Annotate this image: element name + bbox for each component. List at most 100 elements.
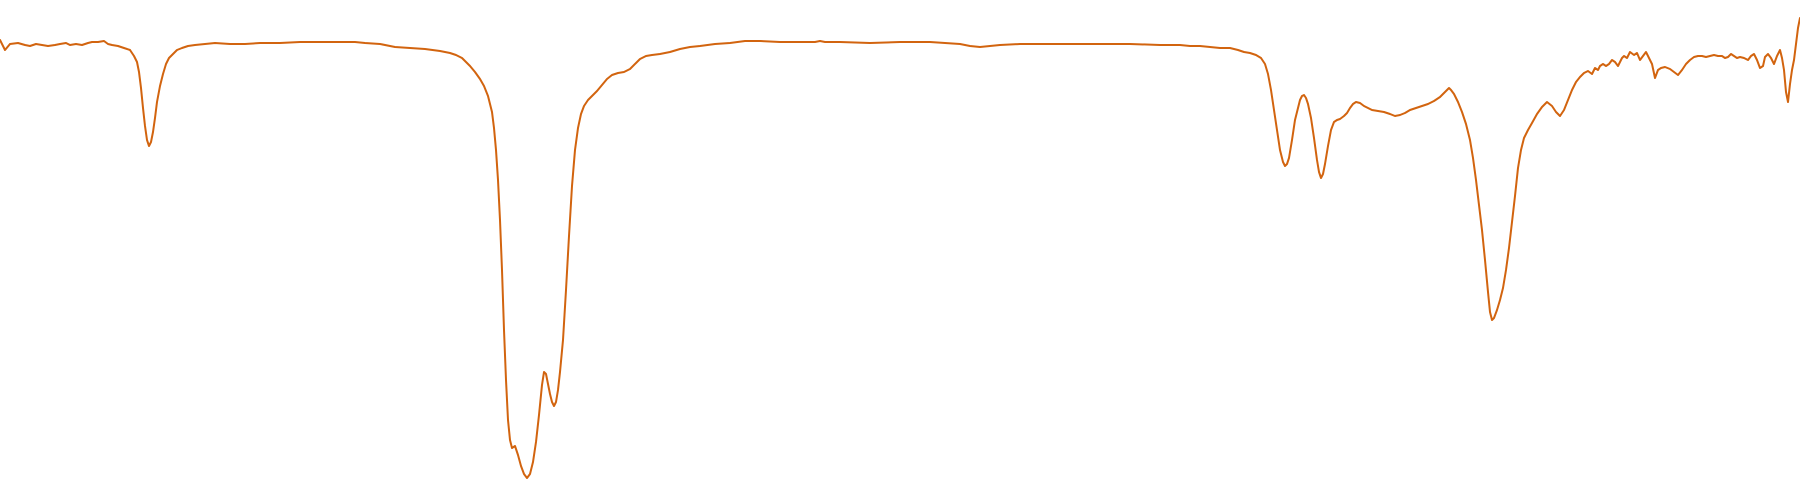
series-layer — [0, 17, 1800, 479]
data-point — [900, 42, 901, 43]
data-point — [1405, 113, 1406, 114]
data-point — [1298, 108, 1299, 109]
data-point — [1325, 164, 1326, 165]
data-point — [365, 43, 366, 44]
data-point — [618, 73, 619, 74]
data-point — [1725, 58, 1726, 59]
data-point — [700, 46, 701, 47]
data-point — [800, 42, 801, 43]
data-point — [496, 150, 497, 151]
data-point — [1277, 130, 1278, 131]
data-point — [980, 47, 981, 48]
data-point — [1714, 55, 1715, 56]
data-point — [1572, 90, 1573, 91]
data-point — [527, 478, 528, 479]
data-point — [92, 42, 93, 43]
data-point — [536, 442, 537, 443]
data-point — [1458, 102, 1459, 103]
data-point — [1760, 68, 1761, 69]
data-point — [1734, 56, 1735, 57]
data-point — [10, 44, 11, 45]
data-point — [1306, 98, 1307, 99]
data-point — [1552, 106, 1553, 107]
data-point — [1682, 70, 1683, 71]
data-point — [1410, 110, 1411, 111]
data-point — [470, 66, 471, 67]
data-point — [462, 58, 463, 59]
data-point — [1584, 73, 1585, 74]
data-point — [1287, 164, 1288, 165]
data-point — [1280, 150, 1281, 151]
data-point — [1702, 56, 1703, 57]
data-point — [1542, 107, 1543, 108]
data-point — [1788, 102, 1789, 103]
data-point — [542, 385, 543, 386]
data-point — [1337, 120, 1338, 121]
data-point — [546, 374, 547, 375]
data-point — [1454, 94, 1455, 95]
data-point — [147, 140, 148, 141]
data-point — [1130, 44, 1131, 45]
data-point — [1040, 44, 1041, 45]
data-point — [1274, 110, 1275, 111]
data-point — [1592, 74, 1593, 75]
data-point — [1603, 64, 1604, 65]
data-point — [1796, 44, 1797, 45]
data-point — [1643, 56, 1644, 57]
data-point — [500, 220, 501, 221]
data-point — [552, 402, 553, 403]
data-point — [1606, 66, 1607, 67]
data-point — [280, 43, 281, 44]
data-point — [607, 79, 608, 80]
data-point — [1321, 178, 1322, 179]
data-point — [25, 45, 26, 46]
series-0 — [0, 17, 1800, 479]
data-point — [1378, 111, 1379, 112]
data-point — [1737, 58, 1738, 59]
data-point — [1428, 104, 1429, 105]
data-point — [970, 46, 971, 47]
data-point — [544, 372, 545, 373]
data-point — [1444, 93, 1445, 94]
data-point — [760, 41, 761, 42]
data-point — [188, 46, 189, 47]
data-point — [1568, 100, 1569, 101]
data-point — [1618, 66, 1619, 67]
data-point — [990, 46, 991, 47]
data-point — [539, 415, 540, 416]
data-point — [1210, 47, 1211, 48]
series-line — [0, 17, 1800, 479]
data-point — [1506, 270, 1507, 271]
data-point — [55, 45, 56, 46]
data-point — [151, 142, 152, 143]
data-point — [1100, 44, 1101, 45]
data-point — [1434, 101, 1435, 102]
data-point — [1271, 90, 1272, 91]
data-point — [680, 49, 681, 50]
data-point — [1384, 112, 1385, 113]
data-point — [1238, 50, 1239, 51]
data-point — [1576, 82, 1577, 83]
data-point — [153, 132, 154, 133]
data-point — [1364, 106, 1365, 107]
data-point — [1686, 64, 1687, 65]
data-point — [1180, 45, 1181, 46]
data-point — [1537, 114, 1538, 115]
data-point — [1580, 77, 1581, 78]
data-point — [1319, 172, 1320, 173]
data-point — [575, 150, 576, 151]
data-point — [1674, 72, 1675, 73]
data-point — [530, 474, 531, 475]
data-point — [60, 44, 61, 45]
data-point — [155, 118, 156, 119]
data-point — [554, 406, 555, 407]
data-point — [560, 372, 561, 373]
data-point — [1261, 58, 1262, 59]
data-point — [1447, 90, 1448, 91]
data-point — [157, 102, 158, 103]
data-point — [18, 43, 19, 44]
data-point — [340, 42, 341, 43]
data-point — [5, 50, 6, 51]
data-point — [173, 54, 174, 55]
